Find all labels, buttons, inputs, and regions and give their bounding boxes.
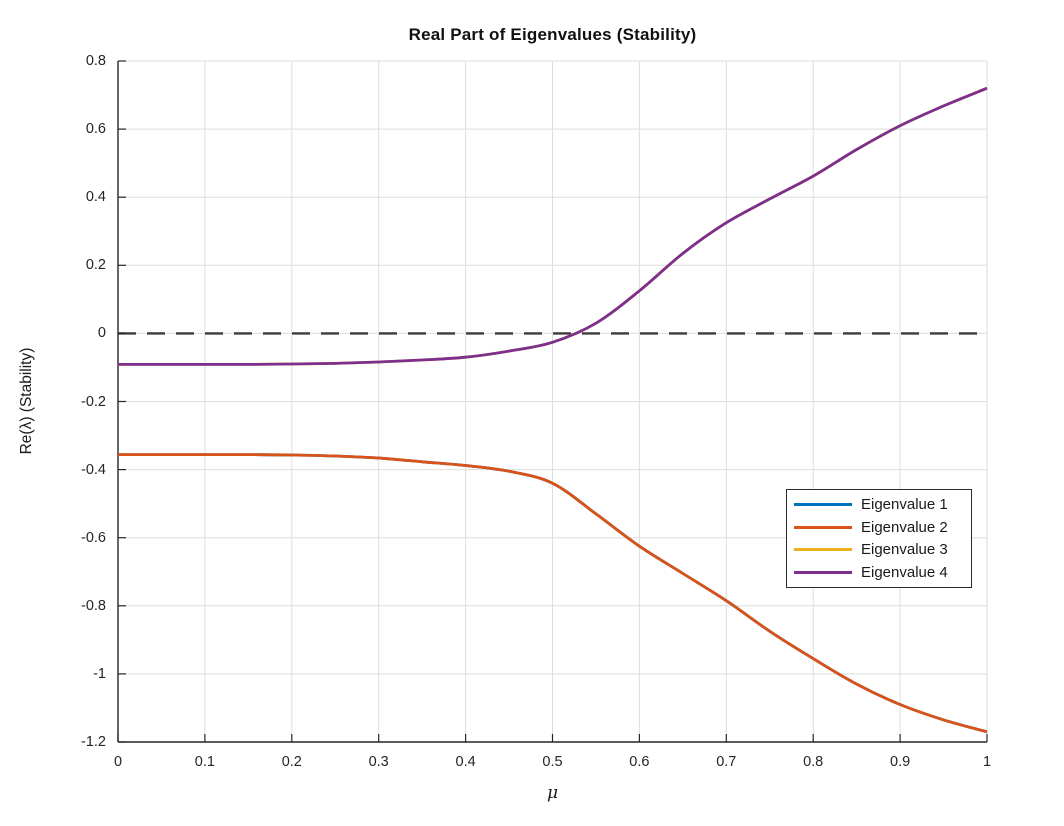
y-tick-label: -0.2 [81, 393, 106, 410]
x-axis-label: μ [546, 783, 559, 803]
y-tick-label: 0.4 [85, 189, 106, 206]
chart-title: Real Part of Eigenvalues (Stability) [408, 25, 697, 44]
x-tick-label: 0.1 [194, 754, 215, 770]
x-tick-label: 0.4 [455, 754, 476, 770]
x-tick-label: 0.3 [368, 754, 389, 770]
y-tick-label: -0.4 [81, 461, 106, 478]
legend-item-eigenvalue-2: Eigenvalue 2 [787, 520, 971, 535]
y-tick-label: -0.8 [81, 597, 106, 614]
curve-eigenvalue-2 [118, 453, 988, 734]
x-tick-label: 0.8 [803, 754, 824, 770]
x-tick-label: 0.6 [629, 754, 650, 770]
x-tick-label: 0.7 [716, 754, 737, 770]
x-tick-label: 0 [113, 754, 123, 770]
legend-label: Eigenvalue 2 [861, 518, 948, 536]
legend-item-eigenvalue-1: Eigenvalue 1 [787, 497, 971, 512]
legend-label: Eigenvalue 1 [861, 496, 948, 514]
x-tick-label: 0.9 [890, 754, 911, 770]
y-tick-label: -0.6 [81, 529, 106, 546]
legend-item-eigenvalue-4: Eigenvalue 4 [787, 565, 971, 580]
x-tick-label: 0.2 [281, 754, 302, 770]
y-tick-label: 0.2 [85, 257, 106, 274]
legend: Eigenvalue 1 Eigenvalue 2 Eigenvalue 3 Eige… [786, 489, 972, 588]
legend-item-eigenvalue-3: Eigenvalue 3 [787, 542, 971, 557]
legend-line-sample [794, 548, 852, 552]
y-tick-label: 0.8 [85, 53, 106, 69]
y-tick-label: -1.2 [81, 734, 106, 750]
y-tick-label: -1 [93, 665, 106, 682]
curve-eigenvalue-4 [117, 86, 988, 366]
legend-line-sample [794, 525, 852, 529]
x-tick-label: 0.5 [542, 754, 563, 770]
x-tick-label: 1 [982, 754, 992, 770]
y-tick-label: 0 [97, 325, 106, 342]
legend-line-sample [794, 570, 852, 574]
legend-label: Eigenvalue 4 [861, 563, 948, 581]
y-tick-label: 0.6 [85, 121, 106, 138]
legend-line-sample [794, 503, 852, 507]
legend-label: Eigenvalue 3 [861, 541, 948, 559]
